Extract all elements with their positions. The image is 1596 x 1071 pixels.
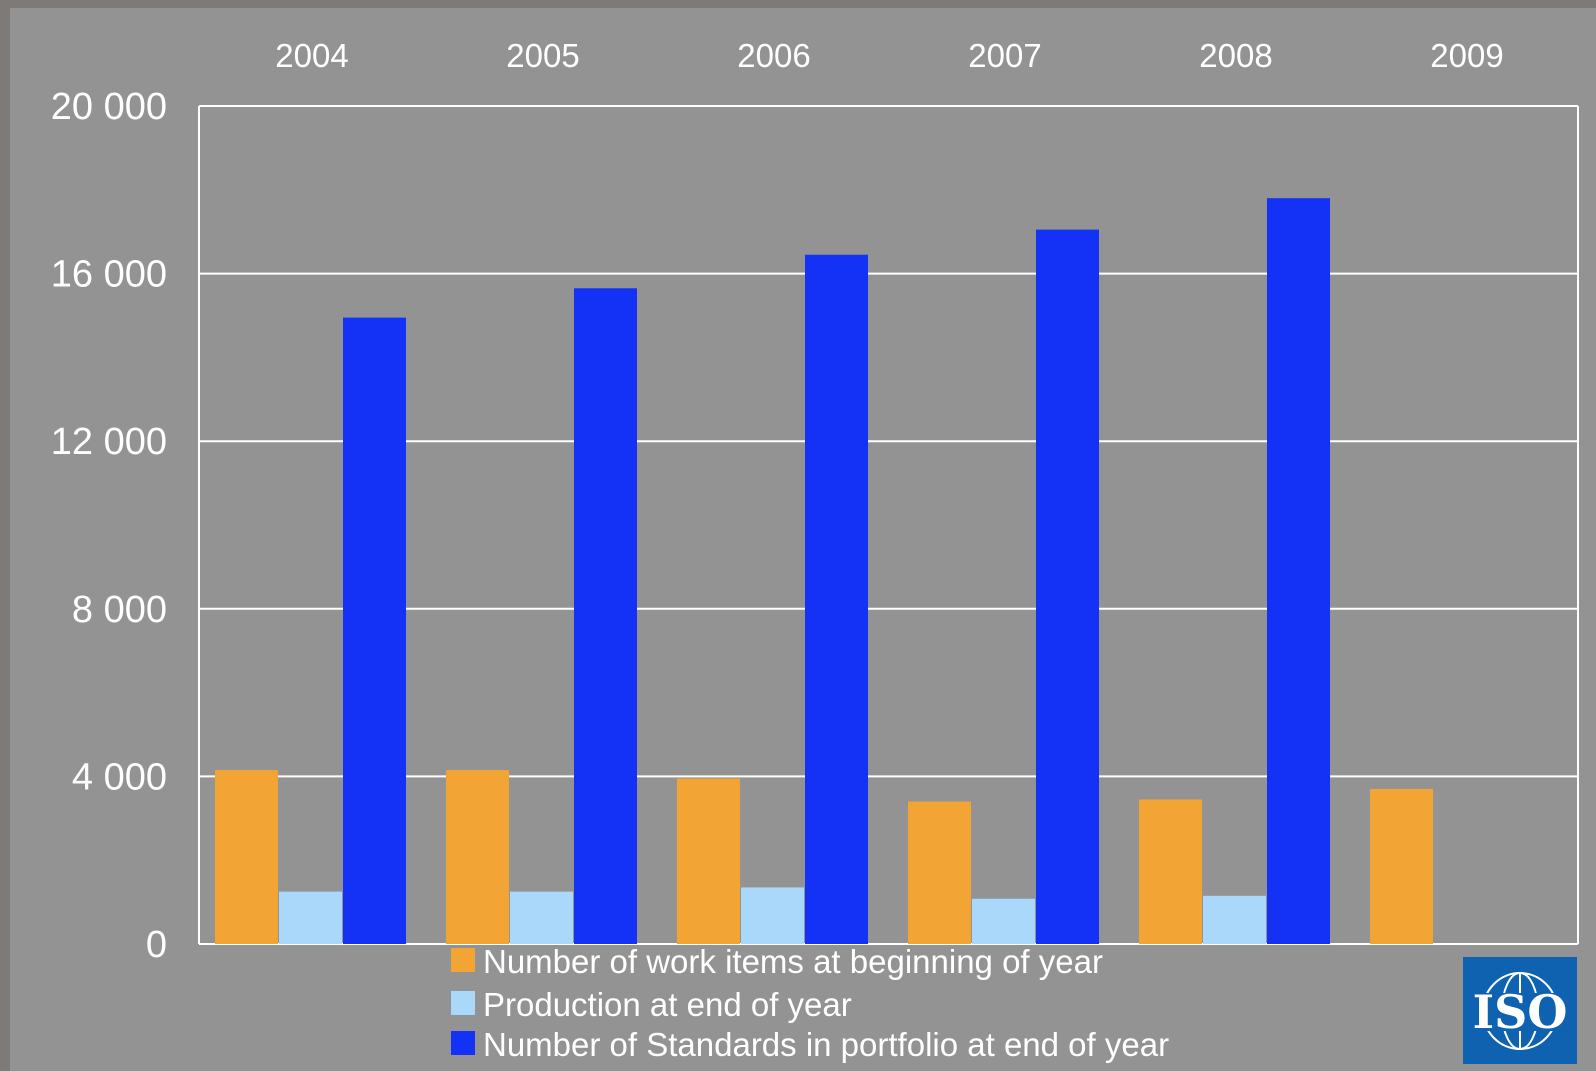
y-tick-label: 20 000: [51, 86, 167, 128]
legend-label: Number of Standards in portfolio at end …: [483, 1026, 1169, 1063]
bar: [805, 254, 868, 944]
legend-swatch: [451, 991, 475, 1015]
y-tick-label: 12 000: [51, 421, 167, 463]
bar: [510, 891, 573, 944]
bar: [1370, 788, 1433, 944]
bar: [972, 898, 1035, 944]
category-label: 2009: [1430, 37, 1503, 74]
legend-swatch: [451, 1031, 475, 1055]
bar: [1139, 799, 1202, 944]
y-tick-label: 8 000: [72, 589, 167, 631]
bar: [215, 770, 278, 944]
bar: [1267, 198, 1330, 944]
y-tick-labels: 20 000 16 000 12 000 8 000 4 000 0: [51, 86, 167, 966]
bar: [1203, 895, 1266, 944]
category-label: 2004: [275, 37, 348, 74]
category-labels: 2004 2005 2006 2007 2008 2009: [275, 37, 1503, 74]
category-label: 2005: [506, 37, 579, 74]
legend-label: Production at end of year: [483, 986, 852, 1023]
bar: [574, 288, 637, 944]
gridlines: [198, 105, 1579, 945]
legend-swatch: [451, 948, 475, 972]
bar: [677, 778, 740, 944]
y-tick-label: 0: [146, 924, 167, 966]
bar: [908, 801, 971, 944]
bar: [446, 770, 509, 944]
bars: [215, 198, 1433, 945]
iso-logo-text: ISO: [1473, 985, 1568, 1039]
y-tick-label: 4 000: [72, 756, 167, 798]
bar: [279, 891, 342, 944]
category-label: 2007: [968, 37, 1041, 74]
iso-logo: ISO: [1463, 957, 1577, 1064]
category-label: 2008: [1199, 37, 1272, 74]
bar: [741, 887, 804, 944]
legend: Number of work items at beginning of yea…: [451, 943, 1169, 1063]
bar: [343, 317, 406, 945]
legend-label: Number of work items at beginning of yea…: [483, 943, 1103, 980]
category-label: 2006: [737, 37, 810, 74]
y-tick-label: 16 000: [51, 254, 167, 296]
bar: [1036, 229, 1099, 945]
